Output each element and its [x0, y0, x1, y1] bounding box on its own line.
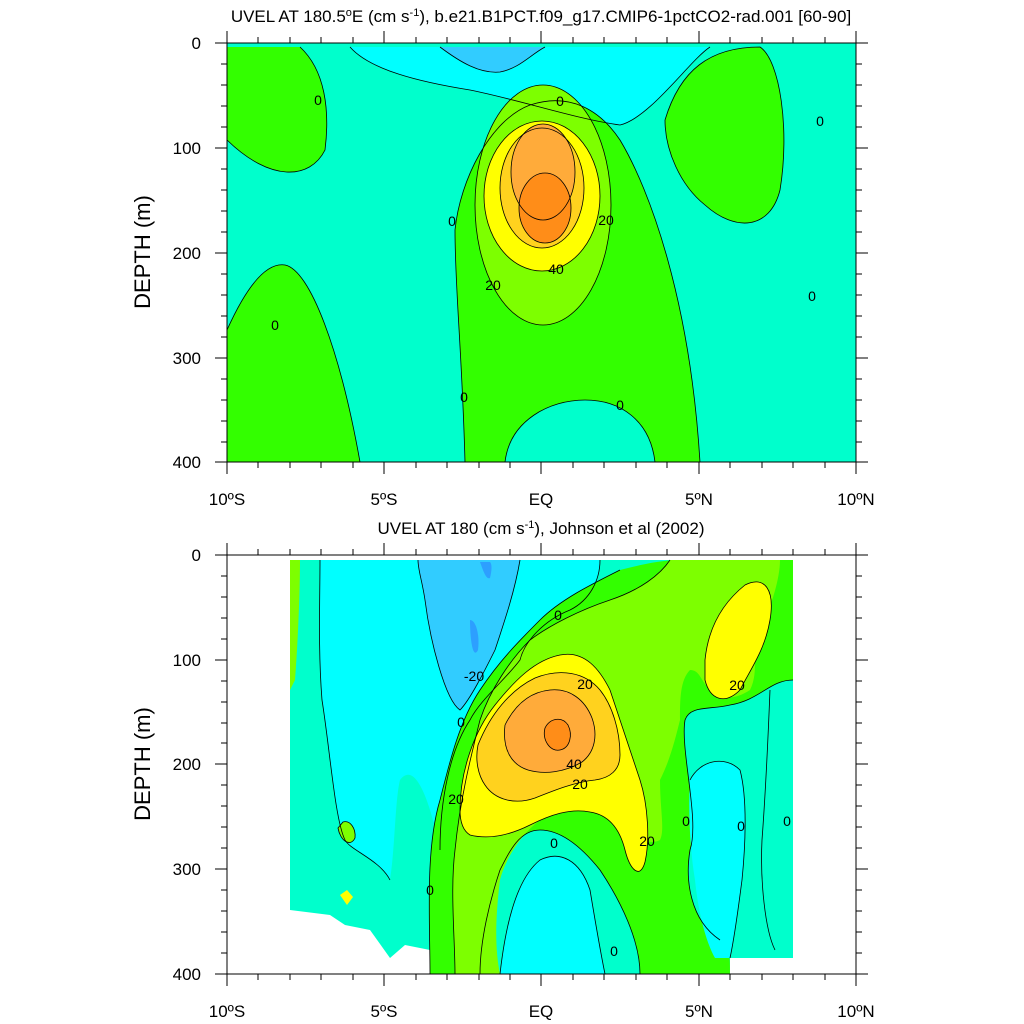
- contour-label: 20: [577, 676, 593, 692]
- fill-level-10-west-lower: [227, 264, 360, 462]
- panel-model: UVEL AT 180.5oE (cm s-1), b.e21.B1PCT.f0…: [130, 7, 875, 509]
- fill-level-20-patch: [338, 821, 356, 843]
- y-tick-label: 200: [173, 244, 201, 263]
- fill-level-neg30: [470, 562, 492, 653]
- fill-level-neg10-east: [689, 761, 746, 958]
- panel-obs-ticks: [215, 543, 868, 986]
- x-tick-label: 5ºS: [370, 1002, 397, 1021]
- fill-level-60: [544, 719, 571, 751]
- fill-level-0-east: [761, 690, 793, 950]
- y-tick-label: 400: [173, 965, 201, 984]
- x-tick-label: 10ºS: [209, 1002, 245, 1021]
- y-tick-label: 100: [173, 651, 201, 670]
- fill-level-neg20: [418, 560, 520, 710]
- x-tick-label: 5ºS: [370, 490, 397, 509]
- contour-label: 0: [808, 288, 816, 304]
- x-tick-label: 10ºS: [209, 490, 245, 509]
- panel-obs-y-axis-label: DEPTH (m): [130, 707, 155, 821]
- contour-label: 0: [783, 813, 791, 829]
- y-tick-label: 300: [173, 349, 201, 368]
- contour-label: 0: [737, 818, 745, 834]
- fill-level-neg10-deep: [500, 856, 605, 974]
- contour-label: 0: [426, 882, 434, 898]
- contour-label: 0: [556, 93, 564, 109]
- y-tick-label: 0: [192, 34, 201, 53]
- contour-label: 20: [598, 212, 614, 228]
- contour-label: 20: [448, 791, 464, 807]
- fill-level-10-west-upper: [227, 47, 327, 173]
- y-tick-label: 100: [173, 139, 201, 158]
- panel-obs-contour-lines: [319, 559, 794, 974]
- contour-label: 0: [554, 607, 562, 623]
- x-tick-label: 5ºN: [685, 1002, 713, 1021]
- fill-level-neg10: [350, 47, 710, 125]
- panel-model-ticks: [215, 31, 868, 474]
- panel-model-contour-lines: [227, 46, 785, 462]
- panel-obs-title: UVEL AT 180 (cm s-1), Johnson et al (200…: [378, 519, 705, 538]
- contour-label: 0: [816, 113, 824, 129]
- contour-label: 0: [682, 813, 690, 829]
- contour-label: 20: [572, 776, 588, 792]
- contour-label: 20: [729, 677, 745, 693]
- fill-level-60: [519, 173, 571, 243]
- x-tick-label: 5ºN: [685, 490, 713, 509]
- panel-obs-x-tick-labels: 10ºS 5ºS EQ 5ºN 10ºN: [209, 1002, 875, 1021]
- y-tick-label: 0: [192, 546, 201, 565]
- panel-obs-field: [290, 559, 794, 974]
- panel-model-title: UVEL AT 180.5oE (cm s-1), b.e21.B1PCT.f0…: [231, 7, 851, 26]
- panel-model-field: [227, 43, 856, 462]
- panel-obs: UVEL AT 180 (cm s-1), Johnson et al (200…: [130, 519, 875, 1021]
- fill-level-20-surface-west: [290, 560, 300, 690]
- fill-level-neg20: [440, 47, 545, 73]
- x-tick-label: EQ: [529, 1002, 554, 1021]
- y-tick-label: 300: [173, 860, 201, 879]
- contour-label: 0: [550, 835, 558, 851]
- contour-label: 0: [616, 397, 624, 413]
- contour-label: 0: [610, 943, 618, 959]
- panel-obs-y-tick-labels: 0 100 200 300 400: [173, 546, 201, 984]
- panel-model-y-axis-label: DEPTH (m): [130, 195, 155, 309]
- contour-label: 40: [548, 261, 564, 277]
- contour-label: 0: [457, 714, 465, 730]
- contour-label: -20: [464, 668, 484, 684]
- panel-model-y-tick-labels: 0 100 200 300 400: [173, 34, 201, 472]
- contour-label: 20: [485, 277, 501, 293]
- contour-label: 20: [639, 833, 655, 849]
- x-tick-label: EQ: [529, 490, 554, 509]
- contour-label: 0: [460, 389, 468, 405]
- contour-label: 40: [566, 756, 582, 772]
- fill-level-30-patch: [340, 890, 353, 905]
- panel-model-x-tick-labels: 10ºS 5ºS EQ 5ºN 10ºN: [209, 490, 875, 509]
- contour-label: 0: [314, 92, 322, 108]
- x-tick-label: 10ºN: [837, 1002, 874, 1021]
- y-tick-label: 200: [173, 755, 201, 774]
- contour-label: 0: [448, 213, 456, 229]
- panel-obs-contour-labels: 0 0 0 0 0 0 0 0 -20 20 20 20 20 20 40: [426, 607, 791, 959]
- fill-level-10-east-upper: [665, 47, 784, 224]
- contour-label: 0: [271, 317, 279, 333]
- x-tick-label: 10ºN: [837, 490, 874, 509]
- y-tick-label: 400: [173, 453, 201, 472]
- panel-model-contour-labels: 0 0 0 0 0 0 0 0 20 20 40: [271, 92, 824, 413]
